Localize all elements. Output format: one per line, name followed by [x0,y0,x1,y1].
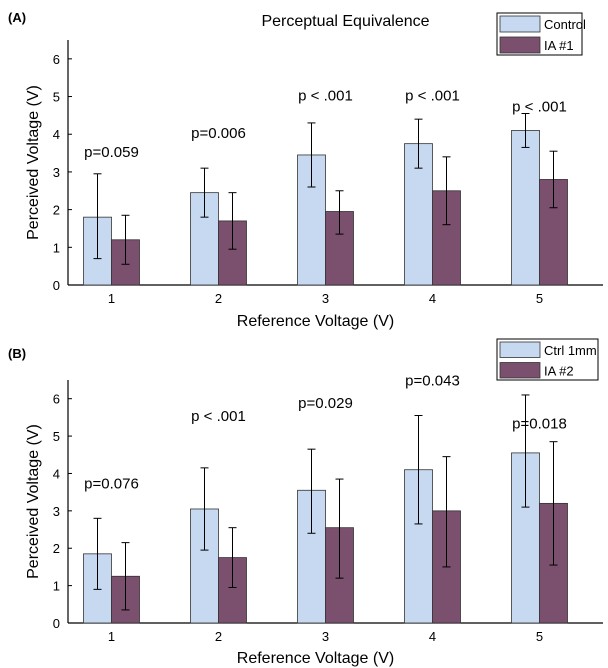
y-tick-label: 0 [53,616,60,631]
x-tick-label: 3 [322,629,329,644]
y-tick-label: 3 [53,165,60,180]
y-tick-label: 2 [53,541,60,556]
y-axis-title: Perceived Voltage (V) [25,424,42,579]
chart-title: Perceptual Equivalence [261,13,429,30]
legend-label: Control [544,17,586,32]
legend-label: Ctrl 1mm [544,343,597,358]
p-value-annotation: p=0.018 [512,416,567,433]
x-tick-label: 4 [429,629,436,644]
x-tick-label: 4 [429,291,436,306]
p-value-annotation: p < .001 [191,408,246,425]
p-value-annotation: p < .001 [405,87,460,104]
x-tick-label: 5 [536,629,543,644]
x-axis-title: Reference Voltage (V) [237,313,394,330]
legend-swatch [499,341,541,358]
p-value-annotation: p=0.076 [84,475,139,492]
y-tick-label: 3 [53,504,60,519]
chart-panel-a: (A) Perceptual Equivalence 0 1 2 3 4 5 6 Perceive… [8,10,603,330]
p-value-annotation: p=0.029 [298,395,353,412]
y-tick-label: 1 [53,240,60,255]
legend-swatch [499,15,541,33]
panel-label: (B) [8,346,26,361]
y-tick-label: 4 [53,127,60,142]
p-value-annotation: p < .001 [298,87,353,104]
p-value-annotation: p=0.059 [84,144,139,161]
legend-label: IA #2 [544,364,574,379]
y-tick-label: 5 [53,429,60,444]
x-axis-title: Reference Voltage (V) [237,650,394,667]
y-tick-label: 1 [53,579,60,594]
bar-series1 [511,452,540,624]
x-tick-label: 2 [215,629,222,644]
y-tick-label: 2 [53,203,60,218]
bar-series2 [218,220,247,286]
chart-panel-b: (B) 0 1 2 3 4 5 6 Perceived Voltage (V) Reference… [8,338,603,667]
p-value-annotation: p < .001 [512,99,567,116]
p-value-annotation: p=0.006 [191,125,246,142]
x-tick-label: 3 [322,291,329,306]
x-tick-label: 1 [108,291,115,306]
y-axis-title: Perceived Voltage (V) [25,85,42,240]
x-tick-label: 1 [108,629,115,644]
y-tick-label: 4 [53,466,60,481]
y-tick-label: 5 [53,90,60,105]
bar-series1 [511,130,540,286]
y-tick-label: 0 [53,278,60,293]
x-tick-label: 2 [215,291,222,306]
x-tick-label: 5 [536,291,543,306]
y-tick-label: 6 [53,52,60,67]
p-value-annotation: p=0.043 [405,373,460,390]
legend-swatch [499,362,541,379]
panel-label: (A) [8,10,26,25]
y-tick-label: 6 [53,392,60,407]
legend-label: IA #1 [544,38,574,53]
legend-swatch [499,36,541,54]
